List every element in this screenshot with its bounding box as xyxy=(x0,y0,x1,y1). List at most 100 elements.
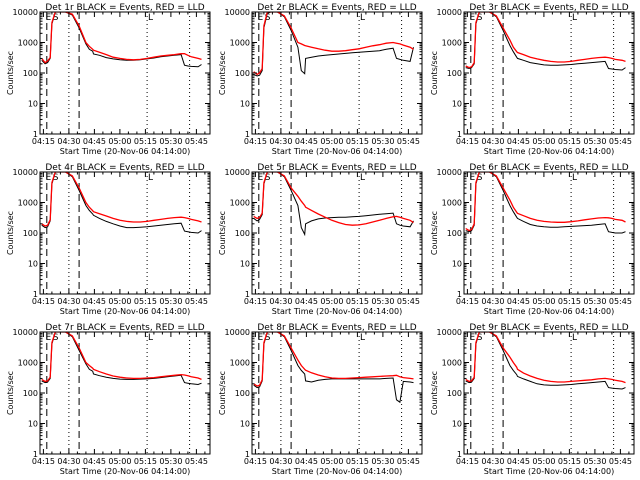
flag-label: L xyxy=(572,13,577,23)
y-tick-label: 1 xyxy=(245,130,250,139)
plot-frame xyxy=(39,11,211,135)
panel-title: Det 4r BLACK = Events, RED = LLD xyxy=(45,163,204,173)
flag-label: L xyxy=(572,333,577,343)
y-tick-label: 10000 xyxy=(225,328,250,337)
x-tick-label: 05:30 xyxy=(583,457,606,466)
flag-label: E xyxy=(45,13,51,23)
series-events-line xyxy=(253,172,414,237)
flag-label: S xyxy=(53,333,59,343)
panel-title: Det 7r BLACK = Events, RED = LLD xyxy=(45,323,204,333)
y-tick-label: 10000 xyxy=(225,168,250,177)
x-tick-label: 04:30 xyxy=(269,137,292,146)
x-tick-label: 05:15 xyxy=(558,297,581,306)
x-tick-label: 05:30 xyxy=(371,297,394,306)
y-axis-label: Counts/sec xyxy=(430,371,439,415)
x-tick-label: 04:15 xyxy=(244,297,267,306)
x-tick-label: 05:30 xyxy=(371,137,394,146)
y-tick-label: 10 xyxy=(452,260,462,269)
x-tick-label: 04:30 xyxy=(57,137,80,146)
plot-frame xyxy=(251,171,423,295)
flag-label: S xyxy=(265,333,271,343)
series-events-line xyxy=(41,332,202,386)
y-tick-label: 10 xyxy=(28,420,38,429)
flag-label: L xyxy=(360,173,365,183)
x-tick-label: 04:30 xyxy=(269,457,292,466)
flag-label: E xyxy=(45,173,51,183)
series-events-line xyxy=(465,12,626,71)
x-tick-label: 04:15 xyxy=(32,297,55,306)
x-tick-label: 05:15 xyxy=(134,137,157,146)
flag-label: E xyxy=(257,333,263,343)
y-tick-label: 100 xyxy=(23,69,38,78)
x-tick-label: 05:00 xyxy=(108,297,131,306)
flag-label: L xyxy=(572,173,577,183)
x-tick-label: 04:15 xyxy=(456,297,479,306)
x-tick-label: 04:15 xyxy=(456,457,479,466)
x-tick-label: 05:45 xyxy=(185,297,208,306)
series-lld-line xyxy=(253,332,414,387)
series-lld-line xyxy=(41,12,202,64)
x-tick-label: 04:15 xyxy=(244,137,267,146)
flag-label: S xyxy=(477,13,483,23)
y-axis-label: Counts/sec xyxy=(6,51,15,95)
y-tick-label: 1000 xyxy=(442,359,462,368)
y-tick-label: 1000 xyxy=(230,199,250,208)
x-tick-label: 04:30 xyxy=(269,297,292,306)
x-tick-label: 05:45 xyxy=(397,137,420,146)
y-tick-label: 1 xyxy=(33,450,38,459)
x-tick-label: 05:00 xyxy=(108,137,131,146)
y-tick-label: 1 xyxy=(245,290,250,299)
x-tick-label: 05:00 xyxy=(532,297,555,306)
y-tick-label: 1000 xyxy=(442,199,462,208)
flag-label: S xyxy=(477,333,483,343)
y-tick-label: 100 xyxy=(447,229,462,238)
y-tick-label: 1000 xyxy=(18,359,38,368)
x-tick-label: 05:45 xyxy=(609,297,632,306)
x-tick-label: 05:45 xyxy=(185,457,208,466)
x-tick-label: 05:15 xyxy=(134,457,157,466)
y-tick-label: 10000 xyxy=(437,328,462,337)
panel-title: Det 2r BLACK = Events, RED = LLD xyxy=(257,3,416,13)
y-tick-label: 10000 xyxy=(437,8,462,17)
flag-label: E xyxy=(45,333,51,343)
flag-label: L xyxy=(148,13,153,23)
x-tick-label: 04:15 xyxy=(32,457,55,466)
x-tick-label: 05:00 xyxy=(532,457,555,466)
x-tick-label: 04:45 xyxy=(295,137,318,146)
flag-label: S xyxy=(265,173,271,183)
x-axis-label: Start Time (20-Nov-06 04:14:00) xyxy=(272,147,402,156)
x-tick-label: 04:30 xyxy=(481,297,504,306)
y-tick-label: 10 xyxy=(28,260,38,269)
x-tick-label: 04:45 xyxy=(507,137,530,146)
x-tick-label: 04:15 xyxy=(32,137,55,146)
y-tick-label: 100 xyxy=(235,389,250,398)
y-tick-label: 1 xyxy=(457,130,462,139)
series-lld-line xyxy=(253,12,414,76)
series-events-line xyxy=(41,12,202,68)
y-tick-label: 10 xyxy=(452,420,462,429)
x-tick-label: 05:45 xyxy=(185,137,208,146)
x-tick-label: 05:00 xyxy=(532,137,555,146)
x-tick-label: 05:30 xyxy=(371,457,394,466)
panel-title: Det 5r BLACK = Events, RED = LLD xyxy=(257,163,416,173)
y-tick-label: 100 xyxy=(23,229,38,238)
x-tick-label: 04:30 xyxy=(481,457,504,466)
x-tick-label: 04:45 xyxy=(295,297,318,306)
x-tick-label: 05:00 xyxy=(320,137,343,146)
y-tick-label: 1000 xyxy=(18,199,38,208)
y-tick-label: 1 xyxy=(457,450,462,459)
plot-frame xyxy=(463,331,635,455)
y-tick-label: 100 xyxy=(23,389,38,398)
series-events-line xyxy=(465,332,626,390)
x-tick-label: 05:00 xyxy=(108,457,131,466)
series-events-line xyxy=(253,332,414,404)
x-tick-label: 04:30 xyxy=(57,457,80,466)
series-lld-line xyxy=(465,332,626,384)
flag-label: E xyxy=(469,333,475,343)
